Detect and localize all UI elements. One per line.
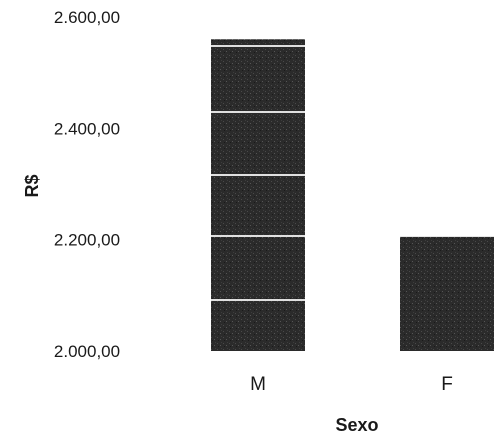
y-tick-label: 2.600,00 xyxy=(54,8,120,27)
y-axis-ticks: 2.000,00 2.200,00 2.400,00 2.600,00 xyxy=(54,8,120,361)
bars xyxy=(211,39,494,352)
bar-f xyxy=(400,236,494,351)
y-tick-label: 2.200,00 xyxy=(54,231,120,250)
y-tick-label: 2.000,00 xyxy=(54,342,120,361)
y-tick-label: 2.400,00 xyxy=(54,119,120,138)
bar-m xyxy=(211,39,305,352)
y-axis-title: R$ xyxy=(22,174,42,197)
x-tick-label-m: M xyxy=(250,374,266,395)
x-tick-label-f: F xyxy=(441,374,453,395)
x-axis-title: Sexo xyxy=(335,415,378,435)
